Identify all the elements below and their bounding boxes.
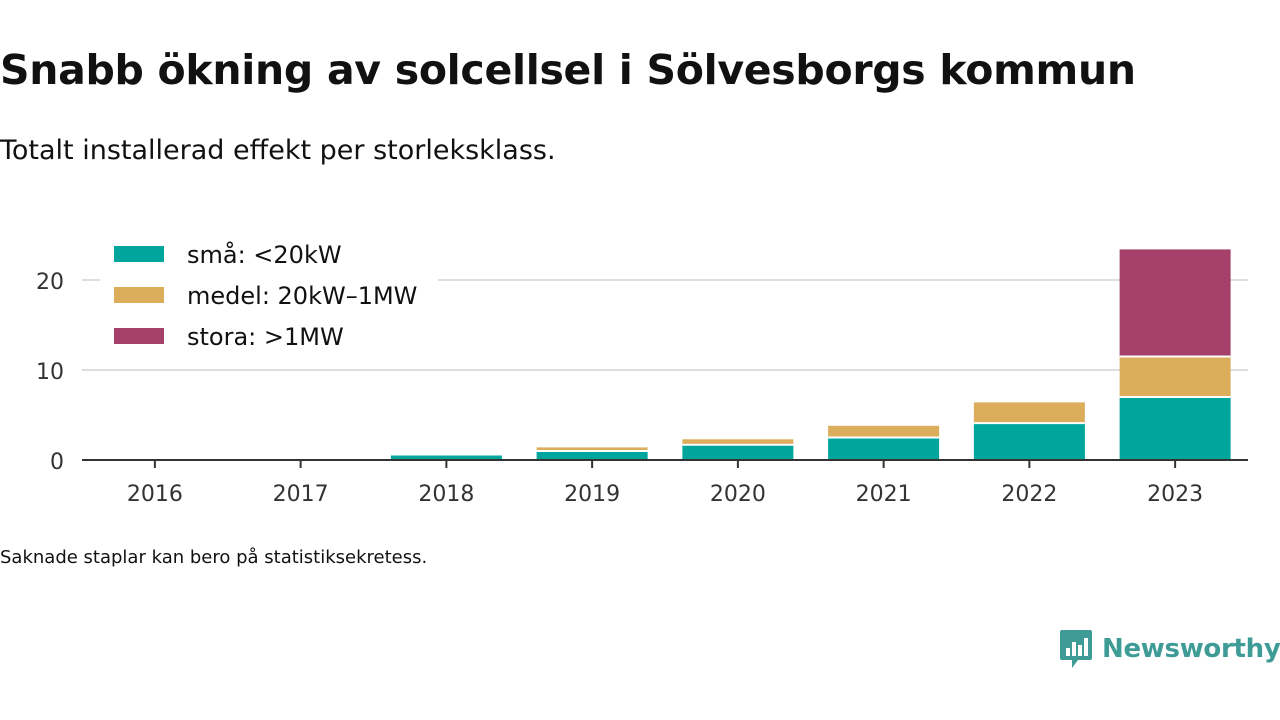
x-tick-label: 2023 [1147, 482, 1203, 507]
bar-segment-2020-s1: medel: 20kW–1MW 2020: 0.6 [682, 439, 794, 445]
y-tick-label: 10 [36, 360, 64, 385]
chart-subtitle: Totalt installerad effekt per storlekskl… [0, 135, 556, 166]
bar-segment-2019-s0: små: <20kW 2019: 1 [536, 451, 648, 460]
bars: små: <20kW 2018: 0.5små: <20kW 2019: 1me… [390, 249, 1231, 460]
bar-segment-2020-s0: små: <20kW 2020: 1.7 [682, 444, 794, 460]
legend-swatch [114, 246, 164, 262]
legend-swatch [114, 328, 164, 344]
bar-segment-2022-s1: medel: 20kW–1MW 2022: 2.3 [973, 402, 1085, 424]
x-tick-label: 2019 [564, 482, 620, 507]
x-tick-label: 2022 [1001, 482, 1057, 507]
brand-name: Newsworthy [1102, 634, 1280, 664]
axes: 0 10 20 2016 2017 2018 2019 2020 2021 2022 2023 [36, 270, 1248, 507]
legend-label: medel: 20kW–1MW [187, 282, 417, 310]
bar-segment-2019-s1: medel: 20kW–1MW 2019: 0.4 [536, 447, 648, 451]
bar-segment-2023-s2: stora: >1MW 2023: 11.9 [1119, 249, 1231, 357]
bar-segment-2021-s1: medel: 20kW–1MW 2021: 1.3 [828, 425, 940, 438]
legend-swatch [114, 287, 164, 303]
x-tick-label: 2020 [710, 482, 766, 507]
bar-segment-2023-s1: medel: 20kW–1MW 2023: 4.5 [1119, 356, 1231, 397]
bar-segment-2021-s0: små: <20kW 2021: 2.5 [828, 437, 940, 460]
stacked-bar-chart: små: <20kW 2018: 0.5små: <20kW 2019: 1me… [36, 234, 1248, 507]
brand-logo: Newsworthy [1058, 628, 1280, 670]
bar-segment-2018-s0: små: <20kW 2018: 0.5 [390, 455, 502, 460]
legend-label: stora: >1MW [187, 323, 344, 351]
x-tick-label: 2017 [273, 482, 329, 507]
legend-label: små: <20kW [187, 240, 342, 269]
footnote: Saknade staplar kan bero på statistiksek… [0, 547, 428, 568]
y-tick-label: 20 [36, 270, 64, 295]
newsworthy-logo-icon [1060, 630, 1092, 668]
x-tick-label: 2016 [127, 482, 183, 507]
x-tick-label: 2018 [418, 482, 474, 507]
bar-segment-2023-s0: små: <20kW 2023: 7 [1119, 397, 1231, 460]
chart-title: Snabb ökning av solcellsel i Sölvesborgs… [0, 46, 1136, 94]
y-tick-label: 0 [50, 450, 64, 475]
x-tick-label: 2021 [856, 482, 912, 507]
legend: små: <20kW medel: 20kW–1MW stora: >1MW [100, 234, 438, 356]
bar-segment-2022-s0: små: <20kW 2022: 4.1 [973, 423, 1085, 460]
